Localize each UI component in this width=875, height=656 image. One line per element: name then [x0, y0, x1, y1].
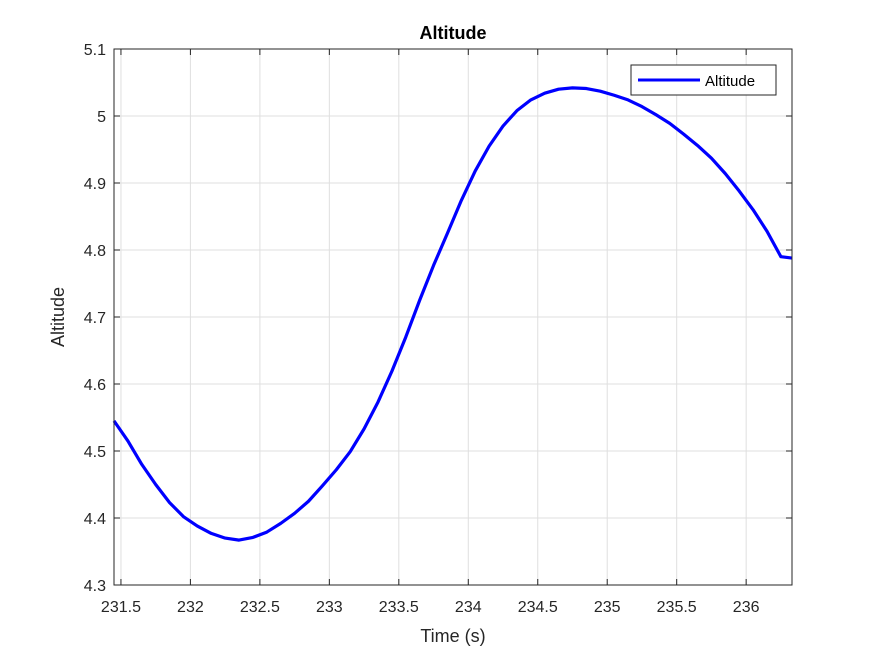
- x-axis-title: Time (s): [420, 626, 485, 646]
- x-tick-label: 234: [455, 599, 482, 616]
- y-tick-label: 4.6: [84, 377, 106, 394]
- x-tick-label: 231.5: [101, 599, 141, 616]
- x-tick-label: 236: [733, 599, 760, 616]
- axis-ticks: [114, 48, 792, 586]
- y-tick-label: 5.1: [84, 42, 106, 59]
- x-tick-label: 235: [594, 599, 621, 616]
- y-tick-label: 4.5: [84, 444, 106, 461]
- x-tick-label: 233: [316, 599, 343, 616]
- x-tick-label: 233.5: [379, 599, 419, 616]
- x-tick-label: 232.5: [240, 599, 280, 616]
- y-tick-label: 4.9: [84, 176, 106, 193]
- legend-label-altitude: Altitude: [705, 73, 755, 90]
- x-tick-label: 232: [177, 599, 204, 616]
- y-axis-title: Altitude: [48, 287, 68, 347]
- chart-title: Altitude: [420, 23, 487, 43]
- legend: Altitude: [630, 64, 777, 96]
- series-line-altitude: [112, 86, 793, 542]
- series-layer: [112, 86, 793, 542]
- y-tick-label: 4.8: [84, 243, 106, 260]
- x-tick-label: 234.5: [518, 599, 558, 616]
- x-tick-label: 235.5: [657, 599, 697, 616]
- y-tick-label: 4.3: [84, 578, 106, 595]
- y-tick-label: 5: [97, 109, 106, 126]
- y-tick-label: 4.4: [84, 511, 106, 528]
- tick-labels: 231.5 232 232.5 233 233.5 234 234.5 235 235.5 236…: [84, 42, 760, 616]
- y-tick-label: 4.7: [84, 310, 106, 327]
